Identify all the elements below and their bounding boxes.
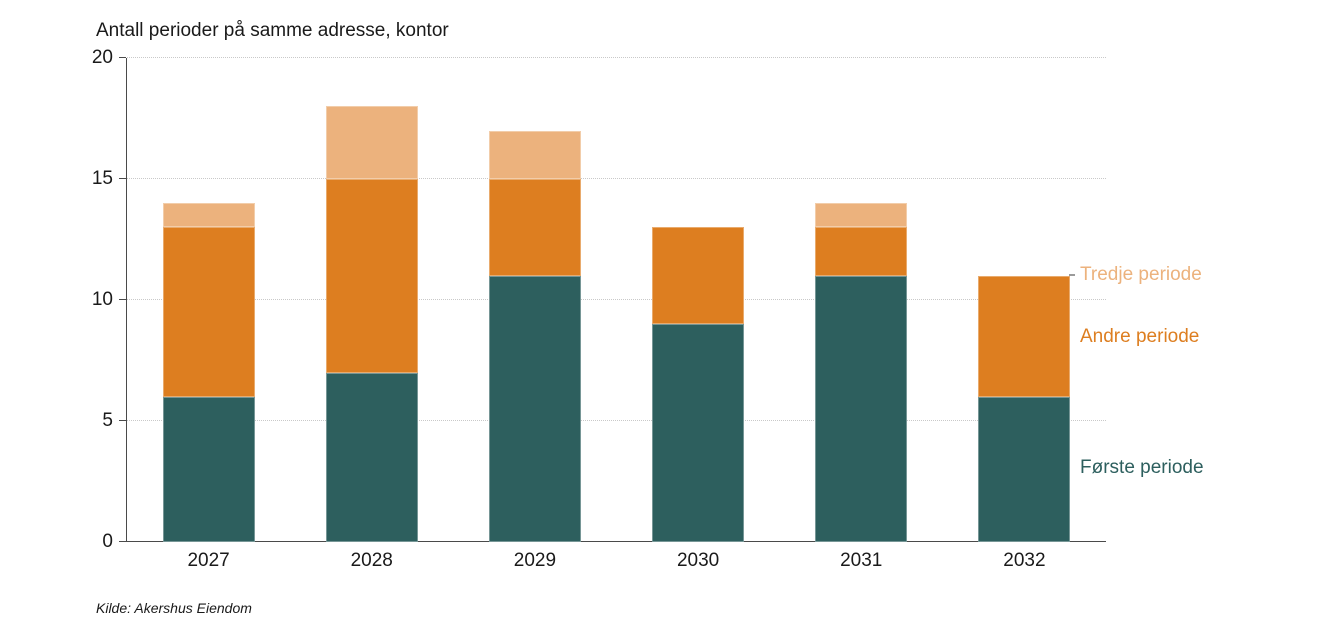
- x-axis-label-2028: 2028: [350, 550, 393, 571]
- bar-2028-segment-1: [326, 179, 418, 373]
- bar-2030-segment-1: [652, 227, 744, 325]
- source-note: Kilde: Akershus Eiendom: [96, 600, 252, 616]
- bar-2028-segment-0: [326, 372, 418, 542]
- x-axis-label-2031: 2031: [840, 550, 883, 571]
- bar-2028-segment-2: [326, 106, 418, 179]
- gridline-5: [127, 420, 1106, 421]
- gridline-10: [127, 299, 1106, 300]
- y-axis-tick-20: [119, 57, 126, 58]
- y-axis-line: [126, 58, 127, 542]
- x-axis-line: [122, 541, 1106, 542]
- y-tick-label-15: 15: [91, 168, 113, 189]
- bar-2031-segment-0: [815, 275, 907, 542]
- x-axis-label-2032: 2032: [1003, 550, 1046, 571]
- y-axis-tick-10: [119, 299, 126, 300]
- y-tick-label-20: 20: [91, 47, 113, 68]
- x-axis-label-2027: 2027: [187, 550, 230, 571]
- bar-2032-segment-0: [978, 396, 1070, 542]
- bar-2029-segment-1: [489, 179, 581, 276]
- y-tick-label-10: 10: [91, 289, 113, 310]
- gridline-20: [127, 57, 1106, 58]
- x-axis-label-2030: 2030: [676, 550, 720, 571]
- bar-2030-segment-0: [652, 324, 744, 542]
- legend-label-tredje-periode: Tredje periode: [1080, 264, 1202, 285]
- x-axis-label-2029: 2029: [513, 550, 557, 571]
- bar-2027-segment-0: [163, 396, 255, 542]
- legend-leader-dash: [1069, 274, 1075, 276]
- bar-2031-segment-1: [815, 227, 907, 276]
- bar-2032-segment-1: [978, 275, 1070, 397]
- bar-2029-segment-0: [489, 275, 581, 542]
- y-axis-tick-5: [119, 420, 126, 421]
- legend-label-andre-periode: Andre periode: [1080, 326, 1200, 347]
- bar-2027-segment-2: [163, 203, 255, 228]
- y-tick-label-5: 5: [102, 410, 113, 431]
- chart-title: Antall perioder på samme adresse, kontor: [96, 20, 449, 41]
- legend-label-forste-periode: Første periode: [1080, 457, 1204, 478]
- bar-2031-segment-2: [815, 203, 907, 228]
- bar-2027-segment-1: [163, 227, 255, 397]
- y-axis-tick-15: [119, 178, 126, 179]
- gridline-15: [127, 178, 1106, 179]
- y-tick-label-0: 0: [102, 531, 113, 552]
- bar-2029-segment-2: [489, 130, 581, 179]
